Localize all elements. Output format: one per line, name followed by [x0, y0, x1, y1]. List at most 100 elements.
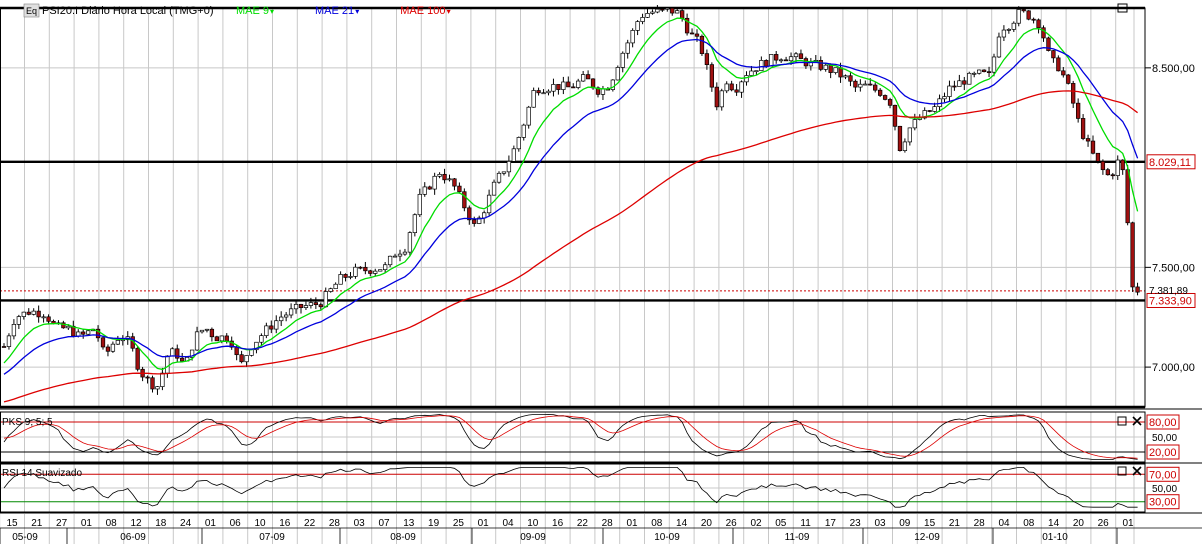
candle: [704, 53, 710, 65]
candle: [150, 377, 155, 390]
rsi-header: RSI 14 Suavizado: [2, 468, 82, 479]
candle: [1016, 9, 1021, 24]
candle: [412, 214, 417, 234]
last-price-label: 7.381,89: [1149, 286, 1188, 297]
candle: [46, 316, 51, 322]
x-day-label: 28: [974, 518, 986, 529]
candle: [927, 110, 932, 112]
candle: [328, 288, 333, 292]
candle: [858, 83, 863, 88]
candle: [843, 75, 848, 78]
price-panel-controls: [1117, 3, 1128, 13]
candle: [976, 69, 982, 74]
candle: [689, 32, 695, 35]
close-icon[interactable]: [1132, 466, 1142, 476]
rsi-label: 70,00: [1149, 469, 1177, 481]
close-icon[interactable]: [1132, 416, 1142, 426]
chart-type-icon[interactable]: [23, 3, 40, 18]
candle: [749, 70, 754, 76]
candle: [912, 119, 917, 129]
x-day-label: 06: [230, 518, 242, 529]
candle: [902, 141, 908, 151]
candle: [313, 302, 318, 305]
x-day-label: 09: [899, 518, 911, 529]
candle: [729, 83, 734, 91]
candle: [516, 137, 521, 150]
candle: [793, 53, 799, 58]
candle: [952, 85, 957, 88]
candle: [427, 186, 432, 190]
candle: [551, 84, 556, 92]
candle: [981, 69, 987, 73]
candle: [778, 59, 784, 62]
candle: [521, 124, 526, 138]
candle: [214, 336, 220, 342]
candle: [724, 83, 729, 92]
candle: [368, 270, 373, 274]
x-month-label: 12-09: [914, 532, 940, 543]
chart-type-icon-text: Eq: [26, 6, 37, 16]
x-month-label: 06-09: [120, 532, 146, 543]
pks-title: PKS 9; 5; 5: [2, 417, 53, 428]
x-day-label: 27: [56, 518, 68, 529]
candle: [962, 80, 967, 85]
chart-title: PSI20.I Diário Hora Local (TMG+0): [42, 5, 213, 17]
candle: [774, 54, 779, 61]
x-day-label: 26: [726, 518, 738, 529]
candle: [734, 89, 739, 93]
x-day-label: 25: [453, 518, 465, 529]
x-day-label: 02: [750, 518, 762, 529]
candle: [61, 322, 66, 329]
candle: [209, 328, 215, 338]
candle: [556, 84, 561, 90]
candle: [477, 217, 482, 224]
x-day-label: 03: [874, 518, 886, 529]
candle: [942, 96, 947, 100]
candle: [1100, 161, 1106, 171]
maximize-icon[interactable]: [1117, 3, 1128, 13]
candle: [719, 90, 724, 108]
candle: [1001, 29, 1007, 38]
candle: [392, 255, 398, 258]
candle: [110, 343, 116, 352]
candle: [744, 75, 749, 83]
candle: [298, 303, 304, 308]
rsi-title: RSI 14 Suavizado: [2, 468, 82, 479]
x-month-label: 07-09: [259, 532, 285, 543]
candle: [472, 219, 477, 224]
candle: [877, 89, 883, 96]
candle: [269, 325, 274, 330]
candle: [571, 86, 576, 89]
candle: [932, 106, 937, 112]
candle: [254, 341, 259, 351]
candle: [1095, 152, 1101, 162]
maximize-icon[interactable]: [1117, 466, 1127, 476]
candle: [972, 72, 977, 75]
candle: [11, 324, 17, 337]
candle: [694, 33, 700, 37]
candle: [506, 160, 512, 173]
candle: [378, 269, 383, 272]
mae100-line: [3, 90, 1138, 403]
candle: [1085, 138, 1091, 142]
candle: [967, 72, 972, 85]
candle: [219, 335, 224, 342]
candle: [1051, 50, 1056, 59]
candle: [437, 173, 442, 177]
maximize-icon[interactable]: [1117, 416, 1127, 426]
candle: [873, 84, 878, 91]
candle: [1031, 18, 1036, 21]
candle: [496, 172, 502, 183]
candle: [897, 125, 903, 151]
candle: [531, 90, 536, 108]
candle: [1036, 19, 1041, 29]
candle: [655, 8, 660, 13]
legend-item-arrow: ▾: [355, 7, 359, 16]
candle: [41, 316, 46, 319]
x-day-label: 21: [949, 518, 961, 529]
candle: [308, 302, 314, 306]
x-day-label: 01: [205, 518, 217, 529]
candle: [1120, 159, 1125, 171]
candle: [957, 80, 962, 87]
